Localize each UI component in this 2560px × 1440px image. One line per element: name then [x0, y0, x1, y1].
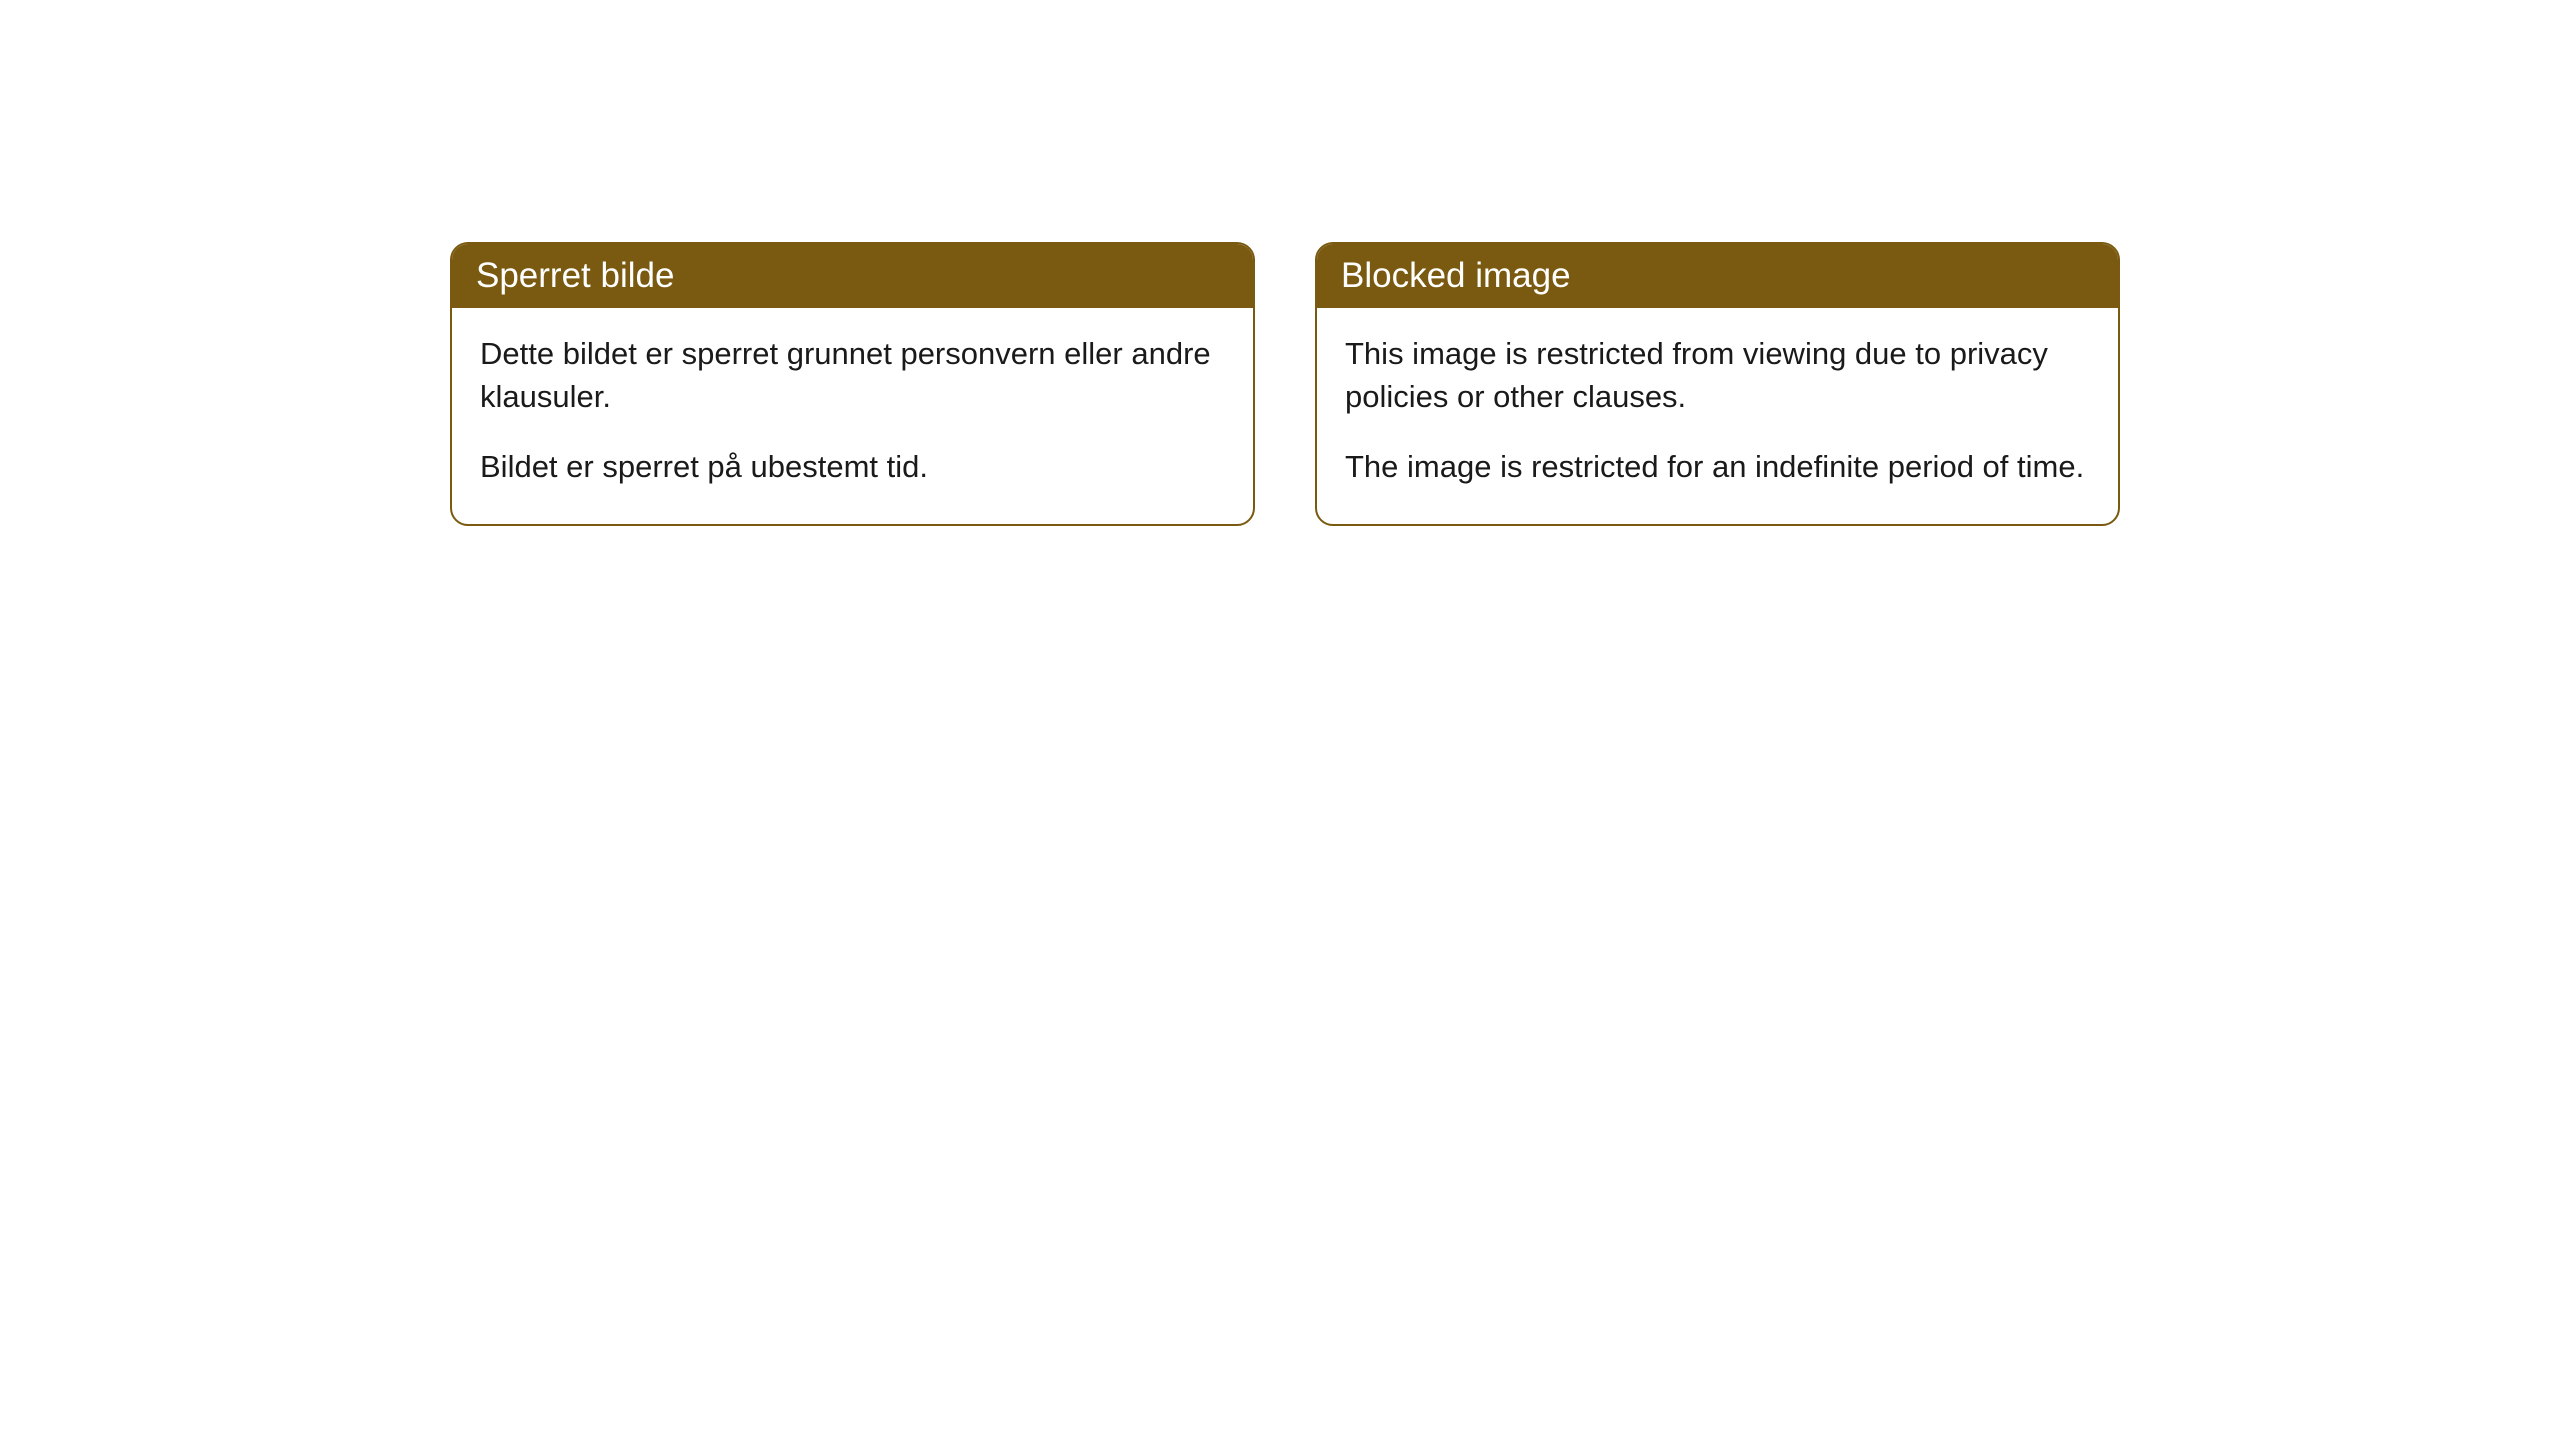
card-paragraph-no-1: Dette bildet er sperret grunnet personve…	[480, 332, 1225, 419]
card-header-en: Blocked image	[1317, 244, 2118, 308]
card-header-no: Sperret bilde	[452, 244, 1253, 308]
blocked-image-card-no: Sperret bilde Dette bildet er sperret gr…	[450, 242, 1255, 526]
cards-container: Sperret bilde Dette bildet er sperret gr…	[450, 242, 2120, 526]
blocked-image-card-en: Blocked image This image is restricted f…	[1315, 242, 2120, 526]
card-title-en: Blocked image	[1341, 256, 1571, 295]
card-body-en: This image is restricted from viewing du…	[1317, 308, 2118, 524]
card-paragraph-no-2: Bildet er sperret på ubestemt tid.	[480, 445, 1225, 488]
card-paragraph-en-1: This image is restricted from viewing du…	[1345, 332, 2090, 419]
card-title-no: Sperret bilde	[476, 256, 674, 295]
card-body-no: Dette bildet er sperret grunnet personve…	[452, 308, 1253, 524]
card-paragraph-en-2: The image is restricted for an indefinit…	[1345, 445, 2090, 488]
